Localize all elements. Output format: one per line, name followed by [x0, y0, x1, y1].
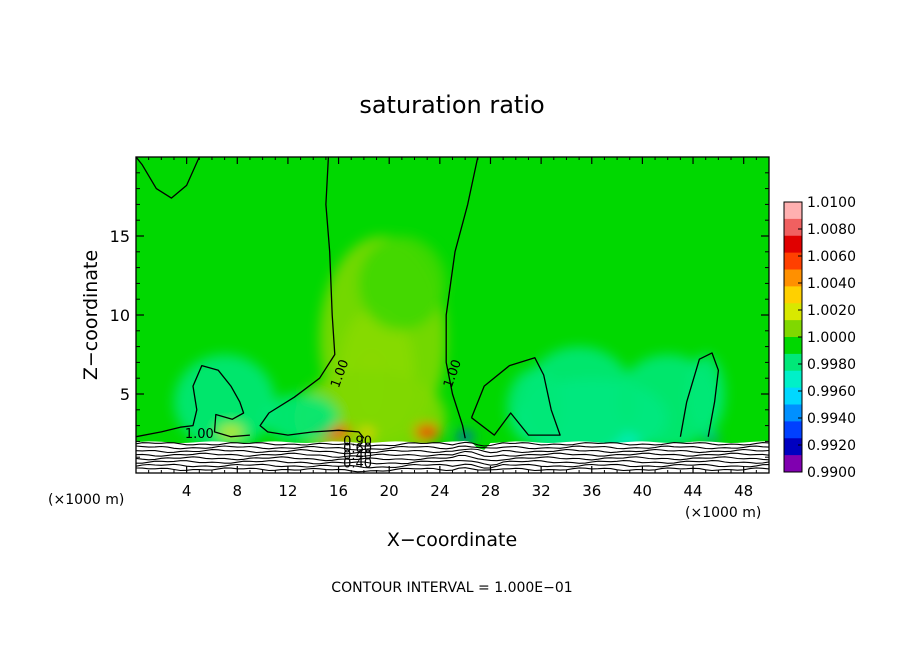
contour-line-1 [259, 157, 365, 439]
terrain-contour-1 [136, 445, 769, 451]
contour-lines [136, 157, 720, 439]
colorbar-swatch-9 [784, 353, 802, 372]
terrain-layer [136, 440, 769, 473]
x-tick-label-9: 40 [633, 482, 652, 500]
x-unit-left: (×1000 m) [48, 492, 124, 508]
colorbar-swatch-11 [784, 387, 802, 406]
field-blob-3 [294, 370, 447, 466]
x-tick-label-6: 28 [481, 482, 500, 500]
colorbar-label-9: 0.9920 [807, 438, 856, 454]
colorbar-swatch-3 [784, 252, 802, 271]
x-tick-label-0: 4 [182, 482, 192, 500]
terrain-contour-6 [136, 463, 769, 469]
field-blob-8 [420, 430, 434, 440]
contour-line-3 [136, 364, 250, 438]
colorbar-label-10: 0.9900 [807, 465, 856, 481]
colorbar-label-5: 1.0000 [807, 330, 856, 346]
colorbar-swatch-7 [784, 320, 802, 338]
colorbar-label-8: 0.9940 [807, 411, 856, 427]
colorbar-swatch-15 [784, 455, 802, 473]
terrain-contour-2 [136, 448, 769, 455]
field-blob-16 [686, 354, 725, 434]
contour-line-5 [679, 352, 720, 437]
x-tick-label-1: 8 [233, 482, 243, 500]
colorbar-swatch-6 [784, 303, 802, 321]
x-tick-label-8: 36 [582, 482, 601, 500]
contour-interval-footer: CONTOUR INTERVAL = 1.000E−01 [331, 580, 572, 596]
colorbar-label-7: 0.9960 [807, 384, 856, 400]
colorbar-label-0: 1.0100 [807, 195, 856, 211]
field-blob-13 [506, 368, 563, 445]
colorbar-label-4: 1.0020 [807, 303, 856, 319]
field-shading [173, 236, 725, 466]
colorbar: 1.0100 1.0080 1.0060 1.0040 1.0020 1.0000 0.99… [783, 195, 856, 481]
y-tick-label-2: 15 [110, 227, 130, 246]
terrain-contour-0 [136, 441, 769, 447]
colorbar-label-3: 1.0040 [807, 276, 856, 292]
x-tick-label-2: 12 [278, 482, 297, 500]
colorbar-label-6: 0.9980 [807, 357, 856, 373]
field-blob-18 [705, 434, 719, 443]
x-tick-label-3: 16 [329, 482, 348, 500]
y-axis-label: Z−coordinate [80, 250, 102, 380]
colorbar-swatch-0 [784, 202, 802, 220]
x-unit-right: (×1000 m) [685, 505, 761, 521]
contour-line-0 [136, 157, 200, 199]
terrain-contour-4 [136, 454, 769, 462]
chart-title: saturation ratio [359, 91, 544, 119]
colorbar-swatch-4 [784, 269, 802, 287]
x-axis-label: X−coordinate [387, 529, 517, 551]
colorbar-swatch-10 [784, 370, 802, 389]
field-blob-14 [173, 354, 276, 450]
colorbar-swatch-2 [784, 235, 802, 254]
colorbar-label-2: 1.0060 [807, 249, 856, 265]
x-tick-label-5: 24 [430, 482, 449, 500]
x-tick-label-11: 48 [734, 482, 753, 500]
contour-label-3: 0.90 [343, 434, 372, 449]
field-blob-15 [262, 394, 339, 442]
x-tick-label-7: 32 [532, 482, 551, 500]
contour-label-5: 0.40 [343, 449, 372, 464]
terrain-contour-5 [136, 459, 769, 466]
x-tick-label-10: 44 [683, 482, 702, 500]
colorbar-swatch-8 [784, 337, 802, 355]
y-tick-label-0: 5 [120, 385, 130, 404]
plot-area: 1.00 1.001.00 0.900.600.400.40 [136, 157, 769, 473]
colorbar-swatch-12 [784, 404, 802, 422]
x-axis: 4 8 12 16 20 24 28 32 36 40 44 48 [148, 157, 770, 500]
contour-label-2: 1.00 [185, 427, 214, 442]
contour-line-2 [445, 157, 479, 439]
y-tick-label-1: 10 [110, 306, 130, 325]
y-axis: 5 10 15 [110, 172, 769, 458]
colorbar-swatch-13 [784, 421, 802, 439]
contour-label-4: 0.60 [343, 441, 372, 456]
colorbar-label-1: 1.0080 [807, 222, 856, 238]
colorbar-swatch-1 [784, 218, 802, 237]
contour-label-6: 0.40 [343, 456, 372, 471]
colorbar-swatch-5 [784, 286, 802, 304]
terrain-contour-3 [136, 450, 769, 458]
colorbar-swatch-14 [784, 438, 802, 456]
field-blob-4 [357, 236, 447, 331]
contour-line-4 [470, 357, 561, 436]
x-tick-label-4: 20 [380, 482, 399, 500]
